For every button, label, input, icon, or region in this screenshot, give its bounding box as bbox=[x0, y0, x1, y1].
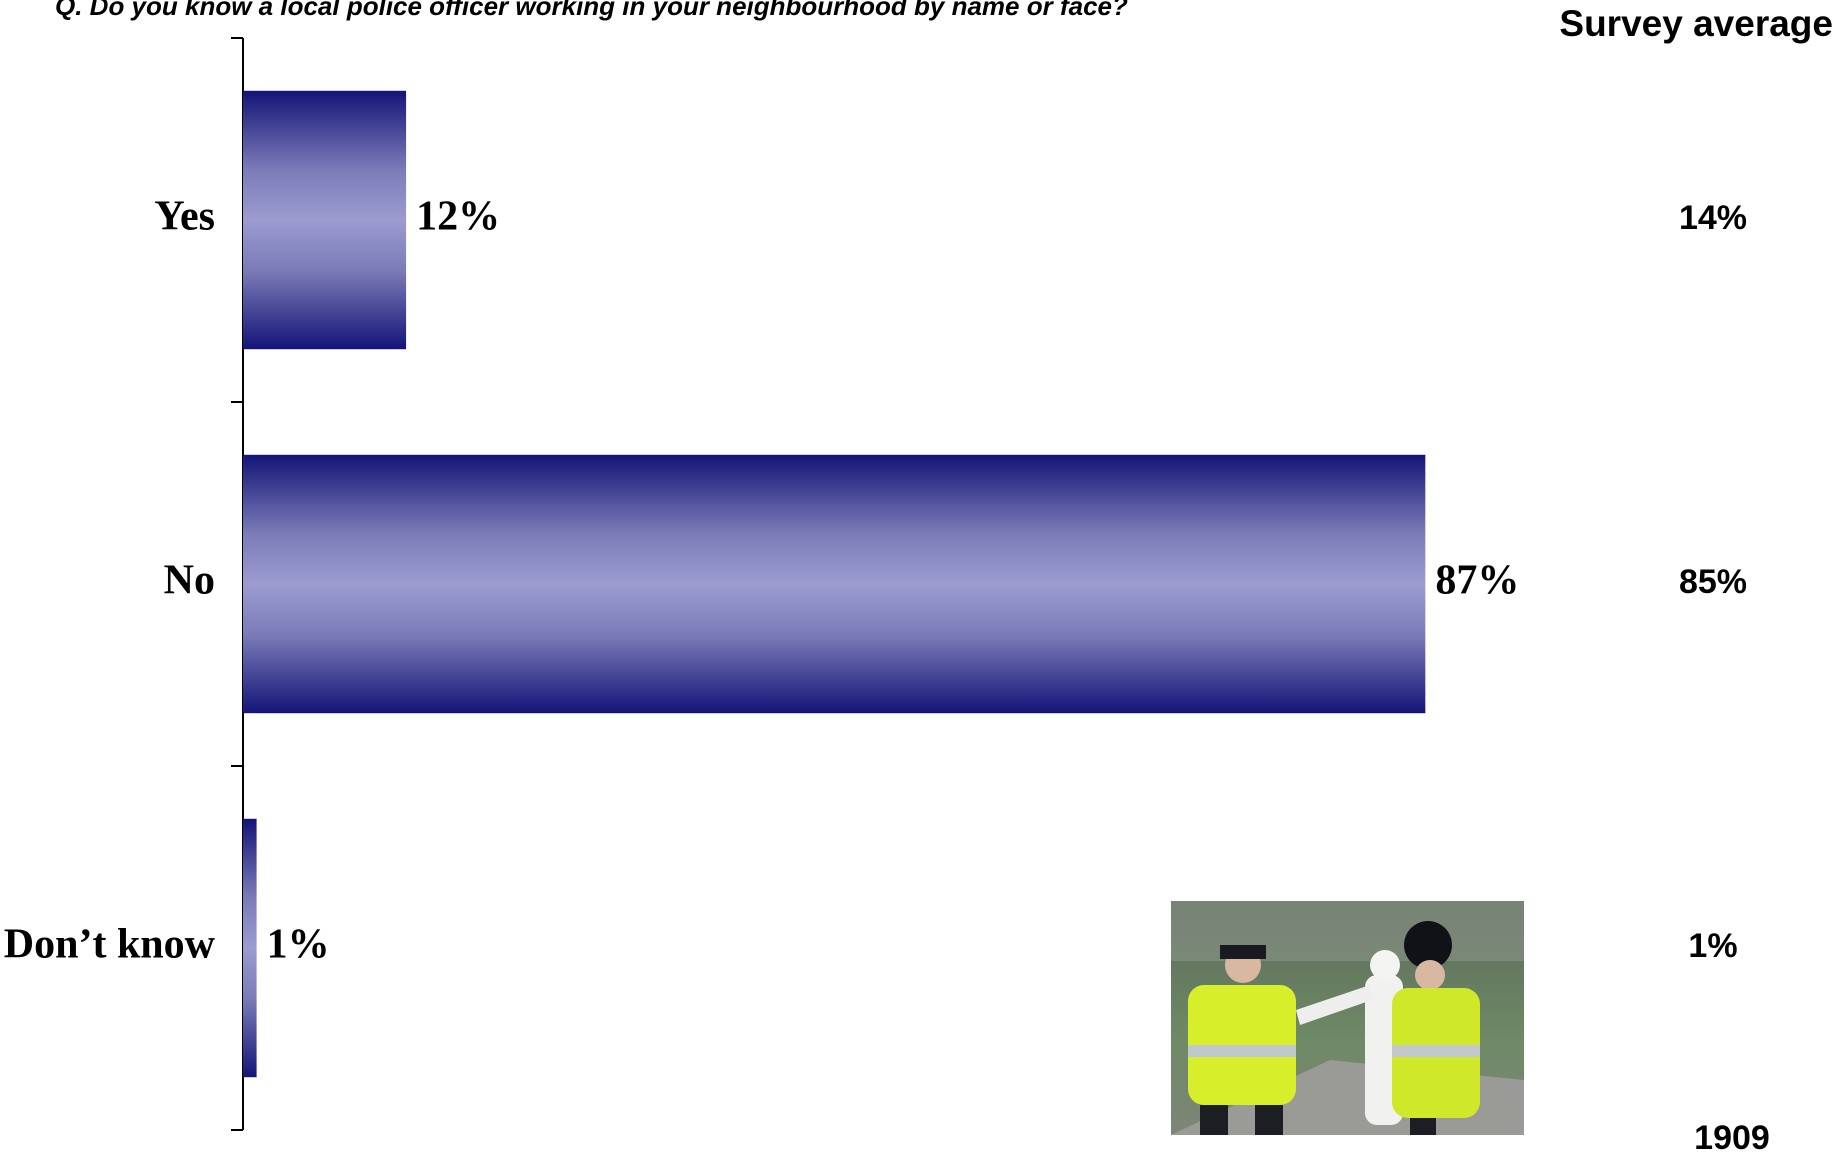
bar bbox=[243, 818, 257, 1078]
value-label: 12% bbox=[416, 194, 500, 240]
category-label: Yes bbox=[154, 194, 215, 240]
value-label: 87% bbox=[1435, 558, 1519, 604]
value-label: 1% bbox=[267, 922, 330, 968]
bar bbox=[243, 454, 1426, 714]
survey-average: 85% bbox=[1679, 563, 1747, 601]
category-label: Don’t know bbox=[4, 922, 216, 968]
survey-average: 1% bbox=[1688, 927, 1737, 965]
chart-title: Q. Do you know a local police officer wo… bbox=[55, 0, 1128, 21]
category-label: No bbox=[164, 558, 215, 604]
survey-average: 14% bbox=[1679, 199, 1747, 237]
photo bbox=[1171, 901, 1524, 1135]
bar bbox=[243, 90, 407, 350]
base-size: 1909 bbox=[1694, 1119, 1770, 1155]
survey-average-title: Survey average bbox=[1559, 3, 1833, 44]
